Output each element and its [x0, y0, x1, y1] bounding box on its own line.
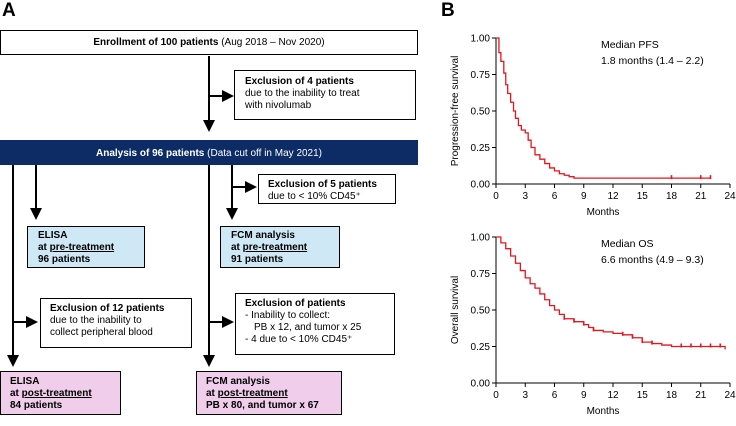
- x-axis-label: Months: [587, 406, 620, 417]
- exclusion-fcm-title: Exclusion of patients: [245, 298, 346, 309]
- elisa-pre-box: ELISA at pre-treatment 96 patients: [27, 226, 145, 268]
- analysis-box: Analysis of 96 patients (Data cut off in…: [0, 140, 418, 165]
- fcm-post-box: FCM analysis at post-treatment PB x 80, …: [196, 371, 342, 415]
- analysis-detail: (Data cut off in May 2021): [207, 148, 323, 159]
- median-annotation-line: 1.8 months (1.4 – 2.2): [601, 55, 704, 67]
- exclusion-fcm-reason-2: PB x 12, and tumor x 25: [254, 322, 362, 333]
- elisa-post-box: ELISA at post-treatment 84 patients: [0, 371, 121, 415]
- elisa-pre-at: at: [38, 242, 50, 253]
- elisa-pre-title: ELISA: [38, 230, 68, 241]
- fcm-post-when: post-treatment: [217, 388, 288, 399]
- exclusion-12-reason-1: due to the inability to: [50, 315, 142, 326]
- x-tick-label: 18: [666, 390, 678, 401]
- exclusion-fcm-box: Exclusion of patients - Inability to col…: [235, 293, 395, 355]
- panel-label-b: B: [441, 0, 455, 21]
- exclusion-4-box: Exclusion of 4 patients due to the inabi…: [234, 70, 416, 120]
- fcm-pre-title: FCM analysis: [231, 230, 295, 241]
- elisa-post-title: ELISA: [10, 376, 40, 387]
- x-tick-label: 15: [637, 390, 649, 401]
- fcm-post-title: FCM analysis: [206, 376, 270, 387]
- x-tick-label: 21: [695, 390, 707, 401]
- x-tick-label: 0: [493, 390, 499, 401]
- y-tick-label: 0.25: [471, 143, 491, 154]
- x-tick-label: 24: [724, 191, 736, 202]
- elisa-post-at: at: [10, 388, 22, 399]
- panel-label-a: A: [2, 0, 16, 21]
- x-tick-label: 12: [607, 191, 619, 202]
- x-tick-label: 15: [637, 191, 649, 202]
- elisa-post-count: 84 patients: [10, 400, 63, 411]
- x-tick-label: 3: [522, 191, 528, 202]
- elisa-post-when: post-treatment: [21, 388, 92, 399]
- x-tick-label: 6: [552, 390, 558, 401]
- median-annotation-line: 6.6 months (4.9 – 9.3): [601, 254, 704, 266]
- x-tick-label: 24: [724, 390, 736, 401]
- exclusion-12-box: Exclusion of 12 patients due to the inab…: [40, 298, 192, 348]
- y-tick-label: 0.00: [471, 379, 491, 390]
- exclusion-5-box: Exclusion of 5 patients due to < 10% CD4…: [258, 174, 396, 204]
- exclusion-fcm-reason-3: - 4 due to < 10% CD45⁺: [245, 334, 353, 345]
- median-annotation-line: Median OS: [601, 238, 654, 250]
- exclusion-4-title: Exclusion of 4 patients: [245, 76, 354, 87]
- fcm-post-at: at: [206, 388, 218, 399]
- enrollment-box: Enrollment of 100 patients (Aug 2018 – N…: [0, 30, 418, 55]
- elisa-pre-count: 96 patients: [38, 254, 91, 265]
- exclusion-4-reason-2: with nivolumab: [245, 100, 312, 111]
- x-tick-label: 0: [493, 191, 499, 202]
- y-tick-label: 1.00: [471, 34, 491, 45]
- enrollment-count: Enrollment of 100 patients: [93, 37, 219, 48]
- x-tick-label: 9: [581, 390, 587, 401]
- enrollment-dates: (Aug 2018 – Nov 2020): [221, 37, 325, 48]
- flow-connectors: [7, 56, 257, 367]
- exclusion-12-reason-2: collect peripheral blood: [50, 327, 153, 338]
- x-tick-label: 3: [522, 390, 528, 401]
- fcm-pre-when: pre-treatment: [242, 242, 308, 253]
- median-annotation-line: Median PFS: [601, 39, 659, 51]
- exclusion-5-reason: due to < 10% CD45⁺: [268, 191, 361, 202]
- fcm-pre-count: 91 patients: [231, 254, 284, 265]
- y-axis-label: Overall survival: [450, 276, 461, 344]
- exclusion-12-title: Exclusion of 12 patients: [50, 303, 165, 314]
- os-chart: 0.00 0.25 0.50 0.75 1.00 0 3 6 9 12 15 18 21 24 Months…: [450, 233, 736, 418]
- exclusion-5-title: Exclusion of 5 patients: [268, 179, 377, 190]
- y-tick-label: 0.50: [471, 306, 491, 317]
- exclusion-fcm-reason-1: - Inability to collect:: [245, 310, 331, 321]
- exclusion-4-reason-1: due to the inability to treat: [245, 88, 360, 99]
- y-tick-label: 1.00: [471, 233, 491, 244]
- x-tick-label: 9: [581, 191, 587, 202]
- x-tick-label: 21: [695, 191, 707, 202]
- x-tick-label: 18: [666, 191, 678, 202]
- pfs-chart: 0.00 0.25 0.50 0.75 1.00 0 3 6 9 12 15 18 21 24 Months…: [450, 34, 736, 219]
- x-tick-label: 12: [607, 390, 619, 401]
- fcm-pre-box: FCM analysis at pre-treatment 91 patient…: [220, 226, 340, 268]
- y-axis-label: Progression-free survival: [450, 56, 461, 167]
- y-tick-label: 0.25: [471, 342, 491, 353]
- fcm-post-count: PB x 80, and tumor x 67: [206, 400, 319, 411]
- x-axis-label: Months: [587, 207, 620, 218]
- y-tick-label: 0.75: [471, 269, 491, 280]
- y-tick-label: 0.75: [471, 70, 491, 81]
- y-tick-label: 0.50: [471, 107, 491, 118]
- analysis-count: Analysis of 96 patients: [95, 148, 205, 159]
- fcm-pre-at: at: [231, 242, 243, 253]
- y-tick-label: 0.00: [471, 180, 491, 191]
- x-tick-label: 6: [552, 191, 558, 202]
- elisa-pre-when: pre-treatment: [49, 242, 115, 253]
- survival-curve: [496, 37, 711, 179]
